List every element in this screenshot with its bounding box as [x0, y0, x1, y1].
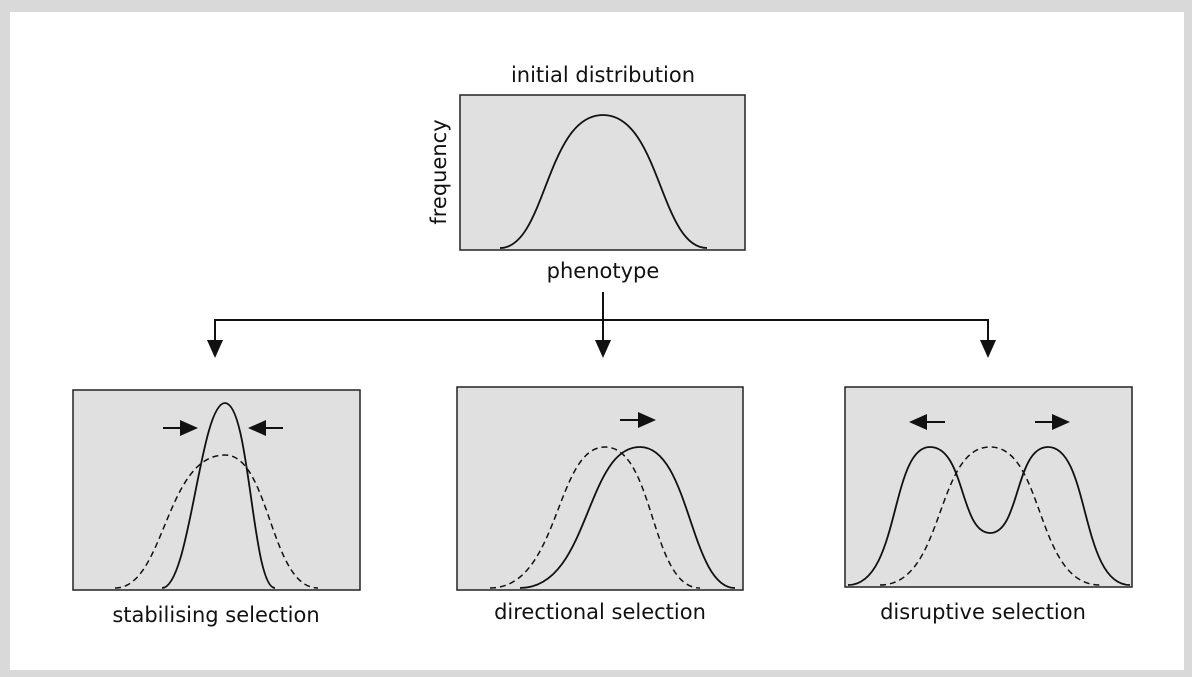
directional-box [456, 386, 744, 591]
initial-box [459, 94, 746, 251]
initial-curve [114, 454, 319, 589]
disruptive-box [844, 386, 1133, 588]
x-label: phenotype [547, 259, 660, 283]
stabilising-box [72, 389, 361, 591]
y-label: frequency [427, 119, 451, 224]
selected-curve [161, 402, 276, 589]
panel-label: stabilising selection [112, 603, 319, 627]
selected-curve [519, 446, 736, 589]
initial-curve [499, 114, 708, 249]
panel-label: directional selection [494, 600, 706, 624]
initial-curve [489, 446, 701, 589]
top-title: initial distribution [511, 63, 695, 87]
panel-label: disruptive selection [880, 600, 1086, 624]
selected-curve [847, 446, 1131, 586]
